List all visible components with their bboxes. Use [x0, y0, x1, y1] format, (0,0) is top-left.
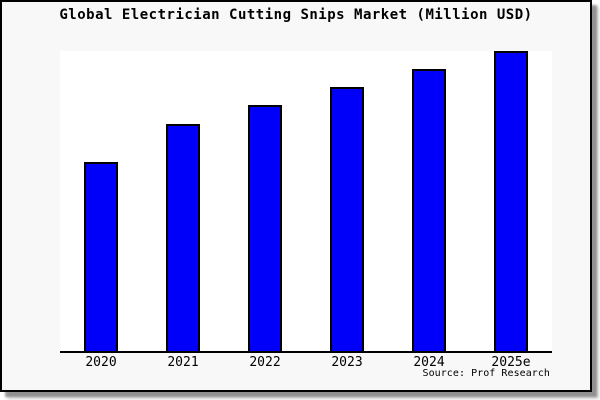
x-axis-tick-labels: 2020 2021 2022 2023 2024 2025e [0, 355, 600, 370]
bar-2020 [84, 162, 118, 351]
bar-2022 [248, 105, 282, 351]
x-tick-label-2021: 2021 [167, 355, 199, 370]
bar-2023 [330, 87, 364, 351]
x-tick-label-2022: 2022 [249, 355, 281, 370]
x-tick-label-2023: 2023 [331, 355, 363, 370]
source-credit: Source: Prof Research [422, 368, 550, 379]
bar-2025e [494, 51, 528, 351]
bar-2021 [166, 124, 200, 351]
x-tick-label-2020: 2020 [85, 355, 117, 370]
x-tick-label-2025e: 2025e [491, 355, 531, 370]
x-tick-label-2024: 2024 [413, 355, 445, 370]
bar-2024 [412, 69, 446, 351]
chart-title: Global Electrician Cutting Snips Market … [59, 7, 533, 23]
plot-area [60, 51, 552, 353]
